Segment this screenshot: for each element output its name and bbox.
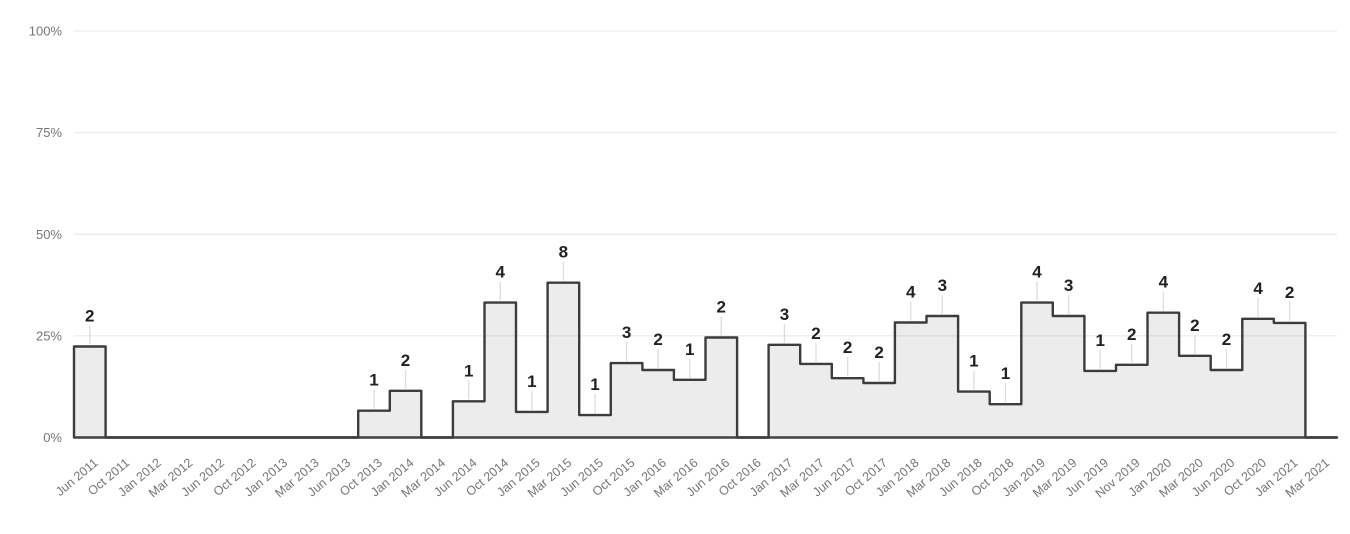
annotation-value: 3 <box>938 276 947 295</box>
gridlines <box>74 30 1337 337</box>
annotation-value: 4 <box>906 282 916 301</box>
annotation-value: 2 <box>874 343 883 362</box>
y-axis-labels: 0% 25% 50% 75% 100% <box>29 24 63 445</box>
annotation-value: 3 <box>1064 276 1073 295</box>
annotation-value: 2 <box>1222 330 1231 349</box>
annotation-value: 1 <box>1001 364 1010 383</box>
y-tick-label: 0% <box>43 430 62 445</box>
annotation-value: 8 <box>559 243 568 262</box>
annotation-value: 2 <box>401 351 410 370</box>
annotation-labels: 2 1 2 1 4 1 8 1 3 2 1 2 3 2 2 2 4 3 1 1 4 3 1 2 4 2 2 4 2 <box>85 243 1294 414</box>
annotation-value: 1 <box>1095 331 1104 350</box>
annotation-value: 2 <box>811 324 820 343</box>
annotation-value: 3 <box>780 305 789 324</box>
annotation-value: 2 <box>1190 316 1199 335</box>
y-tick-label: 25% <box>36 328 62 343</box>
y-tick-label: 75% <box>36 125 62 140</box>
annotation-value: 1 <box>369 371 378 390</box>
annotation-value: 1 <box>527 372 536 391</box>
annotation-value: 4 <box>1032 263 1042 282</box>
area-outline <box>72 281 1339 439</box>
annotation-value: 1 <box>590 375 599 394</box>
annotation-value: 1 <box>685 340 694 359</box>
annotation-value: 2 <box>1127 325 1136 344</box>
annotation-value: 2 <box>85 306 94 325</box>
annotation-value: 4 <box>1159 273 1169 292</box>
annotation-value: 3 <box>622 323 631 342</box>
annotation-value: 2 <box>1285 283 1294 302</box>
annotation-value: 4 <box>1253 279 1263 298</box>
annotation-value: 2 <box>843 338 852 357</box>
area-series <box>72 281 1339 439</box>
annotation-value: 4 <box>496 263 506 282</box>
annotation-value: 2 <box>653 330 662 349</box>
annotation-value: 2 <box>717 298 726 317</box>
y-tick-label: 50% <box>36 227 62 242</box>
annotation-value: 1 <box>969 352 978 371</box>
annotation-value: 1 <box>464 361 473 380</box>
y-tick-label: 100% <box>29 24 63 39</box>
